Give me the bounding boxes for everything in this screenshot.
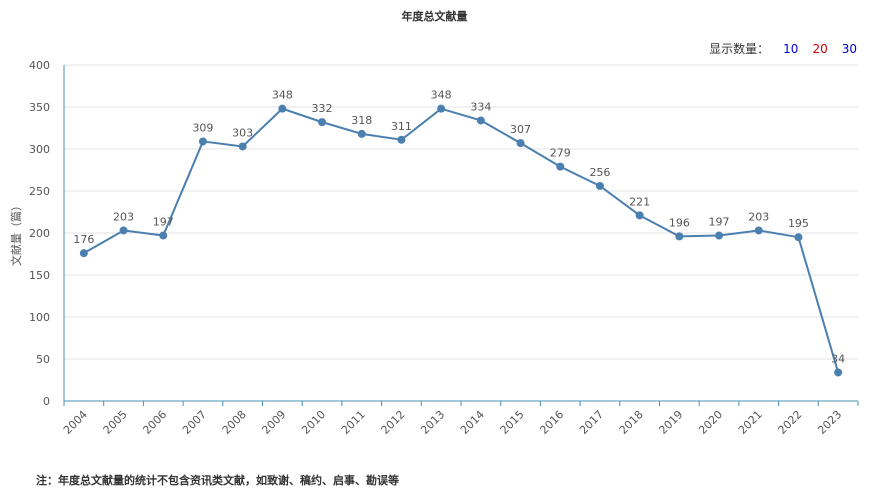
- x-tick-label: 2012: [379, 408, 408, 437]
- data-point[interactable]: [357, 129, 366, 138]
- data-label: 176: [73, 233, 94, 246]
- footnote: 注：年度总文献量的统计不包含资讯类文献，如致谢、稿约、启事、勘误等: [36, 474, 399, 487]
- x-tick-label: 2005: [101, 408, 130, 437]
- data-point[interactable]: [119, 226, 128, 235]
- x-tick-label: 2007: [180, 408, 209, 437]
- x-tick-label: 2016: [537, 408, 566, 437]
- data-label: 197: [709, 216, 730, 229]
- data-point[interactable]: [437, 104, 446, 113]
- y-tick-label: 50: [36, 353, 50, 366]
- data-label: 195: [788, 217, 809, 230]
- data-label: 203: [113, 210, 134, 223]
- x-tick-label: 2004: [61, 408, 90, 437]
- y-tick-label: 200: [29, 227, 50, 240]
- x-tick-label: 2006: [140, 408, 169, 437]
- data-point[interactable]: [238, 142, 247, 151]
- y-tick-label: 300: [29, 143, 50, 156]
- display-count-label: 显示数量：: [709, 42, 770, 56]
- data-point[interactable]: [159, 231, 168, 240]
- y-tick-label: 350: [29, 101, 50, 114]
- data-label: 309: [192, 121, 213, 134]
- data-label: 256: [589, 166, 610, 179]
- x-tick-label: 2008: [220, 408, 249, 437]
- data-point[interactable]: [318, 118, 327, 127]
- y-tick-label: 0: [43, 395, 50, 408]
- x-tick-label: 2019: [656, 408, 685, 437]
- data-point[interactable]: [198, 137, 207, 146]
- y-tick-label: 150: [29, 269, 50, 282]
- chart-title: 年度总文献量: [401, 10, 468, 23]
- x-tick-label: 2009: [259, 408, 288, 437]
- data-label: 221: [629, 195, 650, 208]
- x-tick-label: 2020: [696, 408, 725, 437]
- x-tick-label: 2017: [577, 408, 606, 437]
- data-point[interactable]: [754, 226, 763, 235]
- data-label: 303: [232, 126, 253, 139]
- data-point[interactable]: [675, 232, 684, 241]
- data-point[interactable]: [278, 104, 287, 113]
- data-point[interactable]: [794, 233, 803, 242]
- x-tick-label: 2011: [339, 408, 368, 437]
- y-tick-label: 400: [29, 59, 50, 72]
- x-tick-label: 2015: [498, 408, 527, 437]
- display-count-10[interactable]: 10: [783, 41, 799, 56]
- data-label: 203: [748, 210, 769, 223]
- x-tick-label: 2013: [418, 408, 447, 437]
- data-label: 279: [550, 147, 571, 160]
- data-label: 307: [510, 123, 531, 136]
- data-label: 34: [831, 352, 845, 365]
- line-chart: 0 50 100 150 200 250 300 350 400 2004 2005 2006 2007…: [9, 59, 859, 437]
- data-label: 196: [669, 216, 690, 229]
- display-count-20[interactable]: 20: [812, 41, 828, 56]
- data-point[interactable]: [715, 231, 724, 240]
- x-tick-label: 2023: [815, 408, 844, 437]
- data-label: 197: [153, 216, 174, 229]
- data-point[interactable]: [556, 162, 565, 171]
- data-point[interactable]: [79, 249, 88, 258]
- y-tick-label: 250: [29, 185, 50, 198]
- data-label: 311: [391, 120, 412, 133]
- data-point[interactable]: [834, 368, 843, 377]
- data-label: 332: [312, 102, 333, 115]
- y-tick-label: 100: [29, 311, 50, 324]
- y-axis-label: 文献量（篇）: [9, 200, 23, 266]
- display-count-30[interactable]: 30: [841, 41, 857, 56]
- data-point[interactable]: [476, 116, 485, 125]
- series-line: [83, 107, 840, 373]
- x-tick-label: 2014: [458, 408, 487, 437]
- data-point[interactable]: [595, 181, 604, 190]
- data-point[interactable]: [516, 139, 525, 148]
- data-label: 348: [272, 89, 293, 102]
- data-label: 334: [470, 100, 491, 113]
- x-tick-label: 2018: [617, 408, 646, 437]
- display-count-selector: 显示数量： 10 20 30: [709, 40, 857, 57]
- data-point[interactable]: [397, 135, 406, 144]
- data-point[interactable]: [635, 211, 644, 220]
- x-tick-label: 2021: [736, 408, 765, 437]
- data-label: 318: [351, 114, 372, 127]
- data-label: 348: [431, 89, 452, 102]
- x-tick-label: 2022: [776, 408, 805, 437]
- x-tick-label: 2010: [299, 408, 328, 437]
